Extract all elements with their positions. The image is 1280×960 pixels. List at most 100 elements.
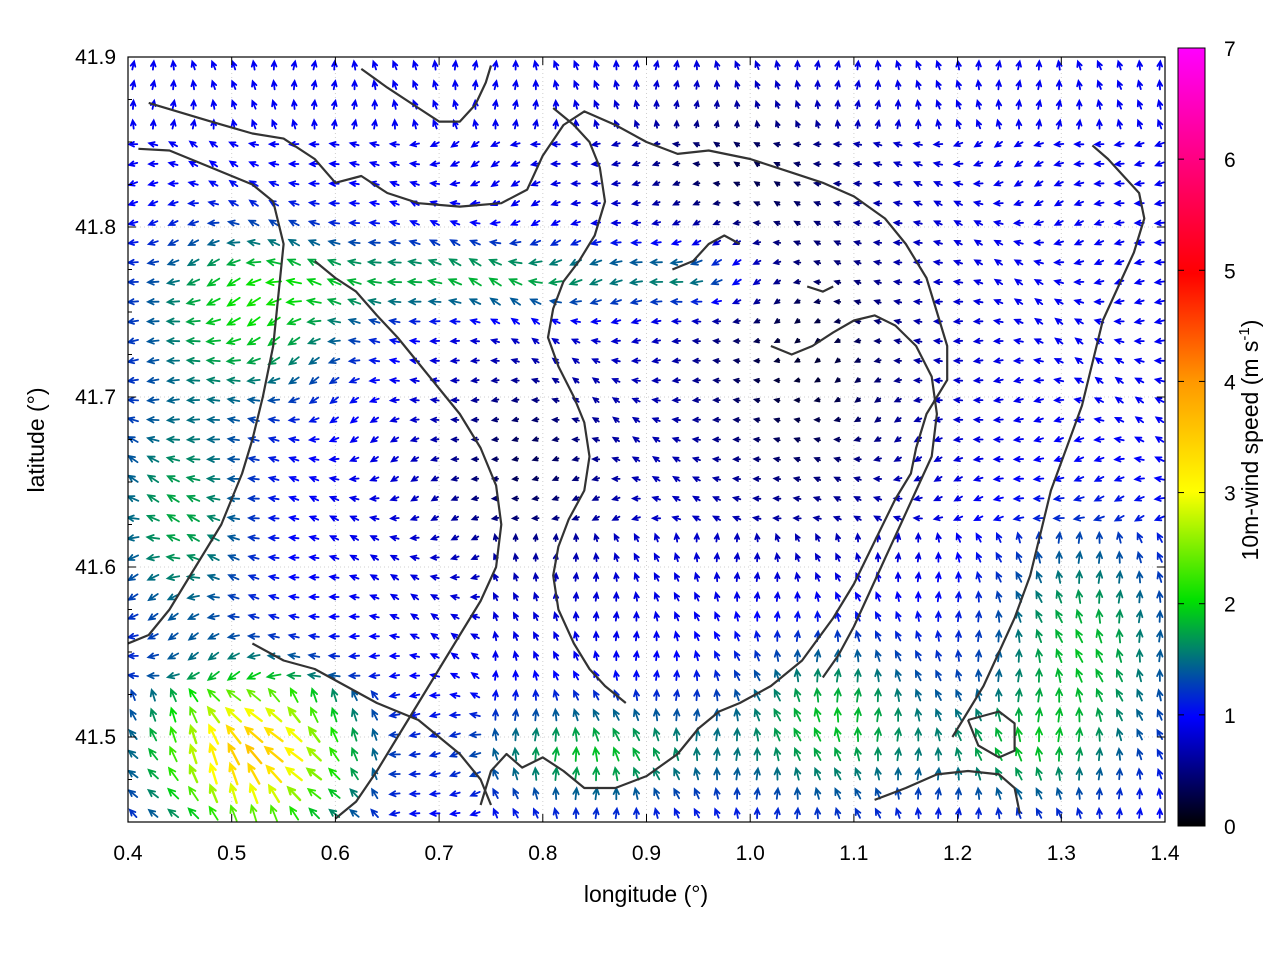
- wind-vector-arrow: [1093, 436, 1105, 443]
- wind-vector-arrow: [430, 613, 440, 620]
- wind-vector-arrow: [914, 726, 922, 742]
- colorbar-tick-label: 2: [1224, 594, 1236, 617]
- wind-vector-arrow: [165, 337, 181, 345]
- wind-vector-arrow: [206, 593, 220, 601]
- wind-vector-arrow: [410, 495, 419, 502]
- wind-vector-arrow: [327, 219, 341, 227]
- wind-vector-arrow: [268, 219, 280, 227]
- wind-vector-arrow: [510, 200, 520, 207]
- wind-vector-arrow: [955, 786, 962, 800]
- wind-vector-arrow: [653, 688, 660, 701]
- wind-vector-arrow: [429, 554, 440, 561]
- wind-vector-arrow: [149, 727, 158, 742]
- wind-vector-arrow: [185, 435, 201, 444]
- wind-vector-arrow: [449, 200, 461, 207]
- wind-vector-arrow: [1116, 550, 1124, 564]
- wind-vector-arrow: [145, 317, 160, 325]
- wind-vector-arrow: [1075, 530, 1083, 544]
- wind-vector-arrow: [408, 790, 421, 798]
- wind-vector-arrow: [773, 200, 781, 207]
- wind-vector-arrow: [265, 764, 283, 784]
- wind-vector-arrow: [893, 299, 903, 305]
- wind-vector-arrow: [610, 219, 622, 227]
- wind-vector-arrow: [1156, 98, 1164, 110]
- wind-vector-arrow: [1075, 726, 1084, 742]
- wind-vector-arrow: [1093, 397, 1104, 404]
- wind-vector-arrow: [995, 687, 1003, 702]
- wind-vector-arrow: [711, 416, 721, 423]
- wind-vector-arrow: [873, 357, 882, 364]
- wind-vector-arrow: [149, 707, 157, 722]
- wind-vector-arrow: [813, 201, 822, 207]
- wind-vector-arrow: [973, 259, 983, 266]
- wind-vector-arrow: [432, 79, 439, 90]
- wind-vector-arrow: [673, 726, 681, 742]
- wind-vector-arrow: [754, 79, 761, 90]
- wind-vector-arrow: [912, 338, 923, 345]
- wind-vector-arrow: [794, 590, 801, 602]
- wind-vector-arrow: [511, 456, 519, 462]
- plot-background: [128, 57, 1165, 822]
- wind-vector-arrow: [1015, 59, 1022, 71]
- wind-vector-arrow: [430, 495, 439, 502]
- wind-vector-arrow: [873, 456, 882, 462]
- wind-vector-arrow: [1015, 98, 1022, 110]
- wind-vector-arrow: [1133, 514, 1145, 522]
- wind-vector-arrow: [952, 160, 964, 168]
- wind-vector-arrow: [265, 671, 282, 680]
- wind-vector-arrow: [205, 317, 221, 326]
- wind-vector-arrow: [552, 79, 560, 90]
- wind-vector-arrow: [205, 337, 221, 345]
- wind-vector-arrow: [610, 141, 621, 147]
- wind-vector-arrow: [813, 457, 821, 463]
- wind-vector-arrow: [713, 727, 721, 742]
- wind-vector-arrow: [633, 119, 640, 129]
- wind-vector-arrow: [1053, 180, 1064, 187]
- wind-vector-arrow: [649, 258, 663, 266]
- wind-vector-arrow: [1075, 667, 1083, 683]
- wind-vector-arrow: [469, 692, 481, 699]
- wind-vector-arrow: [629, 258, 643, 266]
- wind-vector-arrow: [187, 632, 199, 641]
- wind-vector-arrow: [853, 240, 862, 246]
- wind-vector-arrow: [872, 220, 883, 226]
- wind-vector-arrow: [492, 79, 499, 91]
- wind-vector-arrow: [892, 515, 903, 522]
- wind-vector-arrow: [952, 357, 964, 364]
- wind-vector-arrow: [387, 298, 402, 306]
- wind-vector-arrow: [532, 807, 540, 819]
- wind-vector-arrow: [208, 762, 218, 785]
- wind-vector-arrow: [1075, 648, 1084, 663]
- wind-vector-arrow: [1095, 726, 1104, 742]
- wind-vector-arrow: [975, 786, 983, 800]
- wind-vector-arrow: [733, 806, 741, 819]
- wind-vector-arrow: [128, 789, 139, 798]
- wind-vector-arrow: [592, 591, 600, 602]
- x-axis-ticks: 0.4 0.5 0.6 0.7 0.8 0.9 1.0 1.1 1.2 1.3 1.4: [113, 57, 1180, 865]
- wind-vector-arrow: [225, 376, 241, 385]
- wind-vector-arrow: [794, 629, 801, 642]
- wind-vector-arrow: [1053, 298, 1064, 305]
- wind-vector-arrow: [711, 476, 721, 482]
- wind-vector-arrow: [753, 746, 761, 762]
- wind-vector-arrow: [368, 652, 380, 660]
- wind-vector-arrow: [588, 278, 603, 286]
- wind-vector-arrow: [630, 239, 642, 246]
- wind-vector-arrow: [671, 219, 681, 226]
- wind-vector-arrow: [832, 515, 842, 522]
- wind-vector-arrow: [327, 672, 341, 680]
- wind-vector-arrow: [1032, 514, 1045, 522]
- wind-vector-arrow: [973, 220, 984, 227]
- wind-vector-arrow: [512, 532, 519, 542]
- wind-vector-arrow: [894, 687, 902, 702]
- wind-vector-arrow: [1115, 668, 1124, 683]
- wind-vector-arrow: [892, 180, 903, 187]
- wind-vector-arrow: [347, 357, 361, 365]
- wind-vector-arrow: [1052, 514, 1065, 522]
- wind-vector-arrow: [1153, 318, 1165, 325]
- wind-vector-arrow: [408, 239, 421, 247]
- wind-vector-arrow: [472, 118, 479, 130]
- wind-vector-arrow: [611, 436, 620, 443]
- wind-vector-arrow: [872, 496, 883, 502]
- wind-vector-arrow: [351, 59, 358, 71]
